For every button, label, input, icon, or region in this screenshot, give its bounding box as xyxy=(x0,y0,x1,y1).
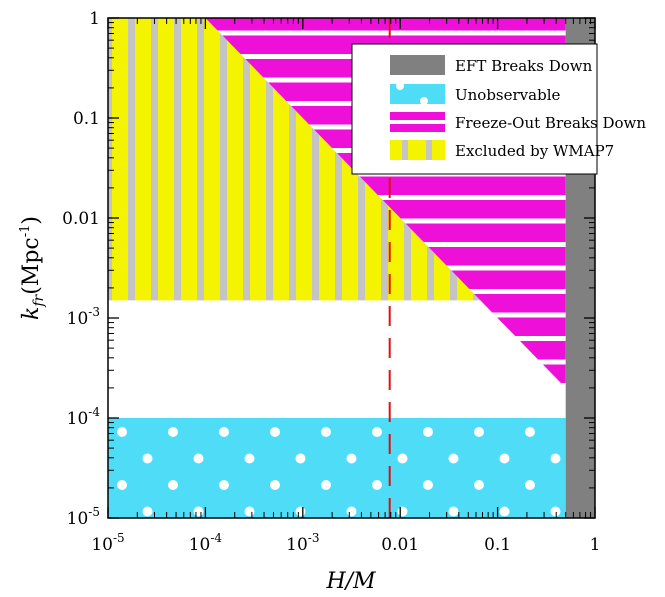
legend-swatch-dot xyxy=(396,82,404,90)
y-tick-label: 0.01 xyxy=(62,209,100,229)
legend-label: Freeze-Out Breaks Down xyxy=(455,114,646,132)
legend-swatch xyxy=(390,84,445,104)
y-axis-label: kfr(Mpc-1) xyxy=(18,216,47,320)
legend: EFT Breaks Down Unobservable Freeze-Out Br… xyxy=(351,43,646,175)
y-tick-label: 10-3 xyxy=(67,305,100,329)
legend-swatch-stripe xyxy=(402,140,408,160)
x-tick-label: 10-4 xyxy=(189,531,223,555)
legend-swatch xyxy=(390,55,445,75)
legend-swatch xyxy=(390,140,445,160)
x-tick-label: 0.1 xyxy=(484,535,511,555)
y-tick-label: 0.1 xyxy=(73,109,100,129)
x-tick-label: 10-3 xyxy=(286,531,319,555)
legend-item: EFT Breaks Down xyxy=(390,55,593,75)
y-tick-label: 10-4 xyxy=(67,405,101,429)
legend-label: Unobservable xyxy=(455,86,560,104)
y-tick-label: 1 xyxy=(89,9,100,29)
legend-item: Freeze-Out Breaks Down xyxy=(390,112,646,132)
legend-item: Excluded by WMAP7 xyxy=(390,140,614,160)
region-unobservable xyxy=(108,418,566,518)
region-excluded-wmap7 xyxy=(108,18,481,301)
axis-tick-labels: 10-5 10-4 10-3 0.01 0.1 1 1 0.1 0.01 10-3 10-4 10-5 xyxy=(62,9,600,555)
legend-swatch-dot xyxy=(420,97,428,105)
legend-label: Excluded by WMAP7 xyxy=(455,142,614,160)
x-tick-label: 0.01 xyxy=(381,535,419,555)
legend-swatch-stripe xyxy=(426,140,432,160)
legend-label: EFT Breaks Down xyxy=(455,57,593,75)
plot-frame xyxy=(107,17,596,519)
legend-swatch-stripe xyxy=(390,120,445,124)
x-tick-label: 1 xyxy=(590,535,601,555)
x-axis-label: H/M xyxy=(325,569,376,594)
y-tick-label: 10-5 xyxy=(67,505,100,529)
x-tick-label: 10-5 xyxy=(91,531,124,555)
legend-item: Unobservable xyxy=(390,82,560,105)
